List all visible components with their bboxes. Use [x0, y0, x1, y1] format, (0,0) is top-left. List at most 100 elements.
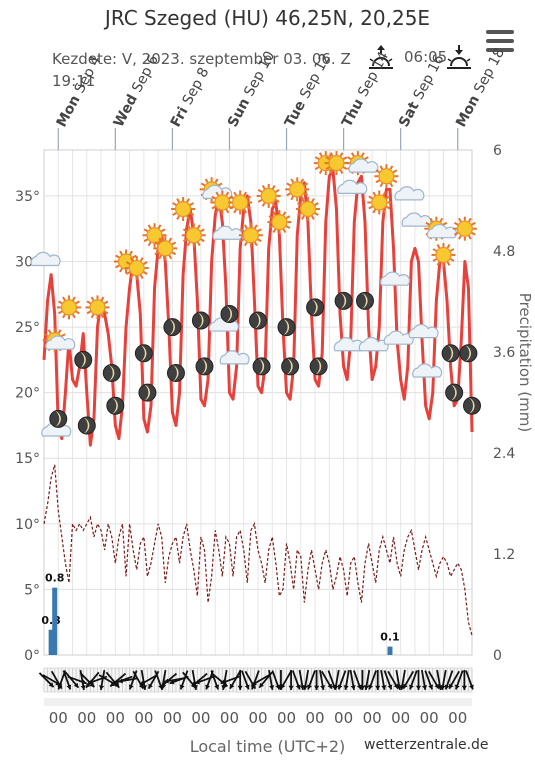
sun-ray [372, 191, 377, 197]
sun-disc [242, 227, 259, 244]
y-tick-label: 0° [24, 648, 40, 664]
precipitation-bar [48, 629, 54, 655]
moon-crescent [112, 397, 118, 414]
x-tick-label: 00 [448, 709, 467, 727]
sun-ray [243, 208, 248, 214]
sun-ray [168, 254, 173, 260]
cloud-icon [30, 251, 61, 267]
sun-disc [128, 259, 145, 277]
sun-cloud-icon [424, 216, 457, 241]
wind-arrow-head [164, 678, 169, 684]
moon-disc [334, 291, 353, 310]
y-tick-label: 25° [15, 320, 40, 336]
sun-ray [257, 199, 263, 203]
wind-arrow-head [333, 685, 339, 690]
moon-icon [220, 304, 239, 323]
sun-disc [289, 181, 306, 198]
x-tick-label: 00 [134, 709, 153, 727]
sun-ray [225, 191, 230, 197]
sun-ray [439, 217, 444, 223]
moon-crescent [287, 358, 293, 375]
moon-disc [309, 357, 328, 376]
day-name: Mon [54, 88, 86, 129]
moon-disc [277, 318, 296, 337]
sun-ray [342, 156, 348, 160]
sun-ray [196, 241, 201, 247]
y2-tick-label: 4.8 [493, 244, 515, 260]
sunrise-time: 06:05 [404, 48, 448, 66]
moon-crescent [144, 384, 151, 401]
y2-tick-label: 0 [493, 648, 502, 664]
cloud-icon [380, 271, 411, 286]
sun-ray [368, 205, 373, 210]
moon-disc [77, 416, 96, 435]
sun-ray [90, 313, 95, 319]
x-tick-label: 00 [277, 709, 296, 727]
wind-arrow-head [337, 684, 343, 690]
sun-ray [432, 258, 438, 262]
sun-ray [453, 231, 459, 236]
sun-ray [385, 195, 391, 200]
sun-ray [303, 192, 309, 197]
wind-arrow-head [434, 683, 439, 689]
sun-ray [215, 191, 220, 197]
sun-icon [153, 236, 178, 261]
sun-ray [268, 215, 273, 220]
sun-ray [342, 166, 348, 170]
top-axis-day-label: Mon Sep 18 [453, 46, 508, 130]
sun-ray [271, 185, 276, 190]
menu-icon-bar [486, 30, 514, 34]
cloud-icon [394, 186, 425, 201]
moon-crescent [362, 292, 368, 309]
sun-ray [458, 217, 462, 223]
wind-arrow-head [393, 683, 399, 689]
sun-icon [256, 183, 281, 208]
sun-disc [60, 299, 78, 316]
sun-ray [75, 310, 80, 315]
moon-icon [249, 311, 267, 330]
wind-arrow-head [350, 685, 356, 690]
cloud-shape [337, 179, 368, 194]
moon-disc [102, 363, 121, 382]
sun-ray [62, 296, 66, 301]
sun-ray [57, 329, 62, 334]
sun-ray [449, 248, 455, 252]
sun-ray [139, 257, 144, 262]
sun-ray [442, 221, 448, 226]
sun-ray [257, 228, 262, 233]
moon-crescent [226, 305, 233, 322]
sun-disc [260, 187, 277, 205]
sun-ray [311, 215, 315, 220]
y2-tick-label: 6 [493, 143, 502, 159]
moon-crescent [451, 384, 457, 401]
sun-ray [214, 178, 219, 183]
sun-disc [271, 214, 288, 231]
moon-disc [191, 311, 210, 330]
sun-ray [218, 182, 223, 187]
cloud-icon [412, 363, 443, 378]
menu-button[interactable] [486, 30, 514, 54]
sun-ray [346, 156, 352, 160]
x-tick-label: 00 [163, 709, 182, 727]
moon-disc [356, 291, 374, 310]
sun-icon [171, 197, 196, 222]
moon-icon [441, 344, 460, 363]
wind-arrow-head [415, 685, 422, 690]
wind-arrow-head [269, 685, 275, 690]
sun-ray [233, 208, 238, 214]
sun-ray [239, 228, 245, 233]
temperature-line [42, 168, 474, 447]
moon-icon [106, 396, 125, 415]
sun-ray [157, 224, 162, 229]
cloud-shape [394, 186, 425, 201]
moon-crescent [469, 397, 475, 414]
top-axis-day-label: Sat Sep 16 [396, 52, 448, 130]
wind-arrow-head [214, 684, 220, 690]
sunset-icon [447, 45, 471, 69]
sun-ray [314, 202, 319, 206]
sun-ray [329, 169, 334, 175]
moon-icon [102, 363, 121, 382]
sun-ray [62, 313, 66, 319]
bottom-axis-band [44, 698, 472, 706]
sun-ray [446, 261, 451, 266]
